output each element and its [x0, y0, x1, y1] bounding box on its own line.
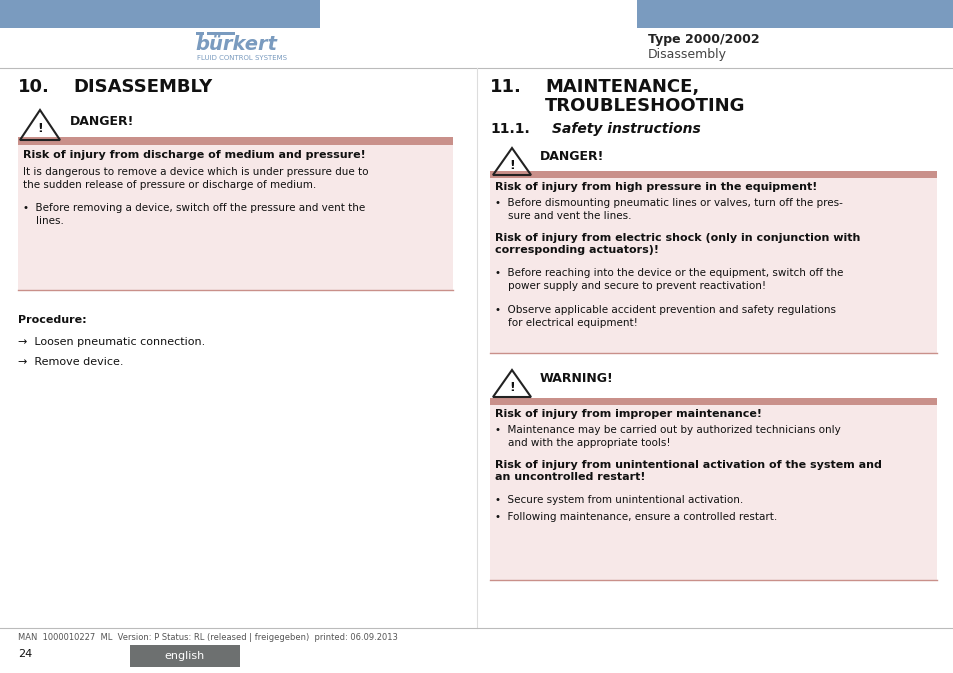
Text: 11.1.: 11.1. — [490, 122, 529, 136]
Text: •  Following maintenance, ensure a controlled restart.: • Following maintenance, ensure a contro… — [495, 512, 777, 522]
Text: Procedure:: Procedure: — [18, 315, 87, 325]
Text: !: ! — [509, 381, 515, 394]
Text: It is dangerous to remove a device which is under pressure due to
the sudden rel: It is dangerous to remove a device which… — [23, 167, 368, 190]
Text: •  Before removing a device, switch off the pressure and vent the
    lines.: • Before removing a device, switch off t… — [23, 203, 365, 226]
Bar — [207, 32, 214, 34]
Text: FLUID CONTROL SYSTEMS: FLUID CONTROL SYSTEMS — [196, 55, 287, 61]
Text: 11.: 11. — [490, 78, 521, 96]
Text: Safety instructions: Safety instructions — [552, 122, 700, 136]
Text: →  Loosen pneumatic connection.: → Loosen pneumatic connection. — [18, 337, 205, 347]
Text: Type 2000/2002: Type 2000/2002 — [647, 33, 759, 46]
Text: •  Secure system from unintentional activation.: • Secure system from unintentional activ… — [495, 495, 742, 505]
Bar — [637, 0, 953, 28]
Text: Risk of injury from high pressure in the equipment!: Risk of injury from high pressure in the… — [495, 182, 817, 192]
Text: !: ! — [509, 159, 515, 172]
Bar — [490, 171, 936, 178]
Text: DANGER!: DANGER! — [70, 115, 134, 128]
Text: TROUBLESHOOTING: TROUBLESHOOTING — [544, 97, 744, 115]
Bar — [0, 0, 319, 28]
Text: 24: 24 — [18, 649, 32, 659]
Text: 10.: 10. — [18, 78, 50, 96]
Text: english: english — [165, 651, 205, 661]
Bar — [195, 32, 204, 34]
Text: •  Maintenance may be carried out by authorized technicians only
    and with th: • Maintenance may be carried out by auth… — [495, 425, 840, 448]
Text: MAINTENANCE,: MAINTENANCE, — [544, 78, 699, 96]
Text: WARNING!: WARNING! — [539, 372, 613, 385]
Text: Risk of injury from electric shock (only in conjunction with
corresponding actua: Risk of injury from electric shock (only… — [495, 233, 860, 255]
Bar — [130, 645, 240, 667]
Text: •  Before dismounting pneumatic lines or valves, turn off the pres-
    sure and: • Before dismounting pneumatic lines or … — [495, 198, 842, 221]
Text: •  Before reaching into the device or the equipment, switch off the
    power su: • Before reaching into the device or the… — [495, 268, 842, 291]
Text: bürkert: bürkert — [194, 35, 276, 54]
Bar — [18, 145, 453, 290]
Bar — [18, 137, 453, 145]
Bar — [490, 178, 936, 353]
Bar — [490, 398, 936, 405]
Text: DANGER!: DANGER! — [539, 150, 604, 163]
Text: !: ! — [37, 122, 43, 135]
Text: Risk of injury from improper maintenance!: Risk of injury from improper maintenance… — [495, 409, 761, 419]
Text: Risk of injury from unintentional activation of the system and
an uncontrolled r: Risk of injury from unintentional activa… — [495, 460, 881, 483]
Text: MAN  1000010227  ML  Version: P Status: RL (released | freigegeben)  printed: 06: MAN 1000010227 ML Version: P Status: RL … — [18, 633, 397, 642]
Text: DISASSEMBLY: DISASSEMBLY — [73, 78, 212, 96]
Text: →  Remove device.: → Remove device. — [18, 357, 123, 367]
Bar — [214, 32, 234, 34]
Text: Risk of injury from discharge of medium and pressure!: Risk of injury from discharge of medium … — [23, 150, 365, 160]
Text: •  Observe applicable accident prevention and safety regulations
    for electri: • Observe applicable accident prevention… — [495, 305, 835, 328]
Text: Disassembly: Disassembly — [647, 48, 726, 61]
Bar — [490, 405, 936, 580]
